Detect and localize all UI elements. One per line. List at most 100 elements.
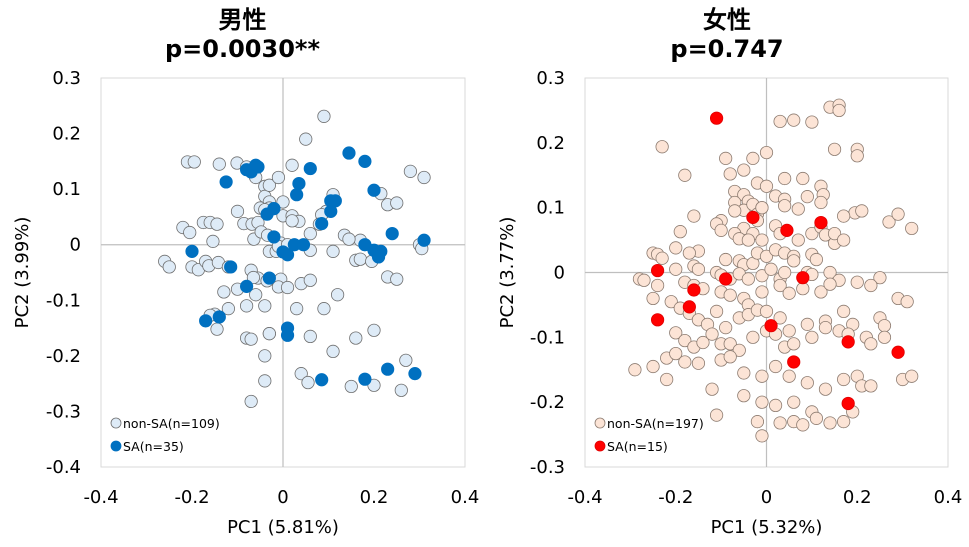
data-point [183, 225, 197, 240]
data-point [755, 201, 769, 215]
data-point [755, 285, 769, 299]
data-point [778, 171, 792, 186]
data-point [230, 204, 245, 218]
data-point [669, 241, 683, 255]
data-point [768, 359, 783, 374]
data-point [850, 275, 864, 289]
series-non-sa [158, 109, 431, 409]
data-point [299, 132, 313, 146]
data-point [841, 335, 855, 349]
data-point [399, 353, 413, 367]
data-point [837, 209, 851, 223]
data-point [891, 207, 905, 221]
data-point [285, 158, 299, 172]
data-point [240, 299, 254, 313]
data-point [719, 272, 733, 286]
series-sa [185, 146, 431, 387]
data-point [367, 183, 381, 197]
data-point [358, 372, 372, 386]
legend-label: SA(n=35) [123, 439, 184, 454]
data-point [814, 215, 828, 230]
data-point [244, 332, 258, 346]
data-point [290, 188, 304, 202]
data-point [841, 396, 855, 411]
data-point [267, 201, 281, 216]
data-point [805, 330, 819, 344]
data-point [723, 337, 737, 351]
data-point [855, 204, 869, 218]
data-point [162, 260, 176, 274]
data-point [759, 179, 774, 193]
data-point [814, 285, 828, 299]
data-point [217, 285, 231, 299]
data-point [746, 151, 760, 165]
data-point [773, 114, 787, 129]
data-point [746, 330, 760, 344]
data-point [664, 295, 678, 309]
data-point [737, 389, 751, 403]
data-point [709, 304, 724, 318]
data-point [823, 277, 837, 291]
data-point [367, 378, 381, 392]
data-point [787, 337, 801, 351]
data-point [358, 154, 372, 168]
data-point [723, 350, 737, 364]
data-point [280, 328, 295, 342]
data-point [187, 155, 201, 169]
data-point [827, 227, 842, 241]
legend-label: non-SA(n=109) [123, 416, 220, 431]
data-point [746, 210, 760, 224]
data-point [262, 271, 276, 285]
data-point [827, 142, 842, 156]
data-point [371, 250, 386, 264]
data-point [367, 323, 381, 337]
data-point [408, 367, 422, 381]
data-point [791, 233, 805, 247]
y-tick-label: -0.2 [46, 346, 81, 367]
data-point [759, 304, 774, 318]
data-point [682, 300, 696, 314]
data-point [818, 382, 833, 396]
chart-subtitle: p=0.747 [670, 35, 784, 63]
data-point [303, 329, 317, 344]
data-point [262, 327, 276, 341]
data-point [891, 345, 905, 359]
legend-marker [594, 417, 606, 429]
data-point [637, 273, 651, 287]
data-point [796, 171, 810, 186]
data-point [342, 146, 356, 160]
data-point [303, 273, 317, 287]
data-point [768, 398, 783, 413]
data-point [185, 244, 199, 258]
data-point [301, 375, 315, 390]
y-tick-label: 0 [70, 235, 81, 256]
chart-title: 女性 [703, 6, 751, 34]
data-point [294, 367, 308, 381]
data-point [691, 356, 706, 370]
x-tick-label: -0.4 [83, 487, 118, 508]
y-tick-label: -0.3 [46, 401, 81, 422]
data-point [344, 379, 358, 394]
data-point [814, 195, 828, 210]
y-tick-label: 0.2 [536, 133, 565, 154]
scatter-plot-female: 0.3 0.2 0.1 0 -0.1 -0.2 -0.3-0.4 -0.2 0 0.2 0.4 PC1… [497, 68, 962, 538]
data-point [709, 111, 724, 125]
data-point [303, 161, 317, 176]
data-point [292, 176, 306, 191]
data-point [669, 262, 683, 276]
data-point [805, 115, 819, 129]
data-point [199, 314, 213, 328]
data-point [805, 227, 819, 241]
data-point [219, 175, 233, 189]
data-point [303, 227, 317, 241]
data-point [773, 278, 787, 293]
data-point [285, 214, 299, 228]
data-point [877, 319, 892, 333]
data-point [796, 418, 810, 432]
data-point [719, 252, 733, 267]
data-point [267, 230, 281, 244]
data-point [837, 233, 851, 247]
x-tick-label: -0.2 [174, 487, 209, 508]
data-point [773, 416, 787, 430]
data-point [850, 149, 864, 163]
